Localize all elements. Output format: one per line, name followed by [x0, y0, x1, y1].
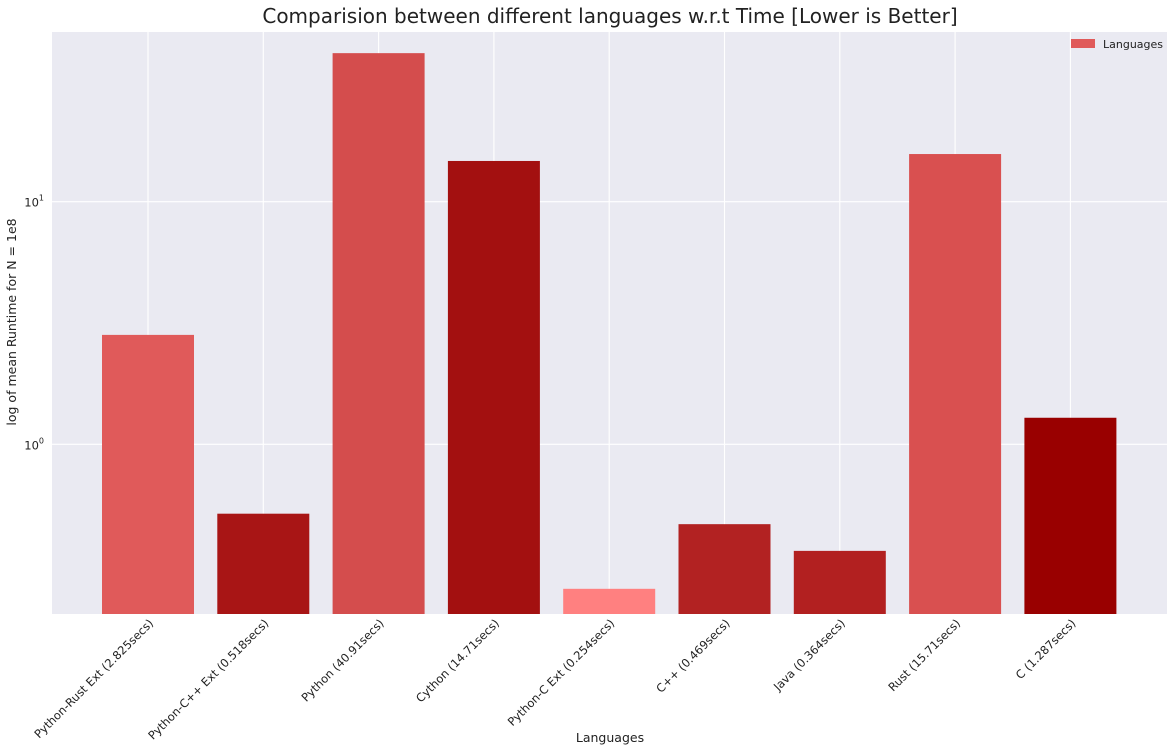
legend: Languages [1071, 38, 1163, 51]
bar [678, 524, 771, 614]
bar [102, 334, 194, 614]
chart-title: Comparision between different languages … [262, 4, 957, 28]
bar [909, 154, 1002, 615]
bar [563, 588, 656, 614]
bar [217, 513, 310, 614]
x-tick-label: C (1.287secs) [1013, 616, 1079, 682]
y-tick-labels: 100 101 [24, 194, 44, 453]
x-tick-label: Python-Rust Ext (2.825secs) [31, 616, 156, 741]
x-tick-label: Python (40.91secs) [298, 616, 386, 704]
bar [332, 53, 425, 615]
bar [1024, 417, 1117, 614]
x-axis-label: Languages [576, 730, 644, 745]
x-tick-label: Java (0.364secs) [770, 616, 848, 694]
legend-swatch [1071, 39, 1095, 48]
x-tick-label: Python-C Ext (0.254secs) [505, 616, 618, 729]
x-tick-label: Python-C++ Ext (0.518secs) [145, 616, 271, 742]
x-tick-labels: Python-Rust Ext (2.825secs)Python-C++ Ex… [31, 616, 1078, 742]
x-tick-label: C++ (0.469secs) [653, 616, 732, 695]
bar [447, 160, 540, 614]
y-axis-label: log of mean Runtime for N = 1e8 [4, 218, 19, 425]
x-tick-label: Cython (14.71secs) [413, 616, 502, 705]
x-tick-label: Rust (15.71secs) [885, 616, 963, 694]
bar [793, 550, 886, 614]
bars [102, 53, 1117, 615]
y-tick-label: 100 [24, 436, 44, 452]
y-tick-label: 101 [24, 194, 44, 210]
legend-label: Languages [1103, 38, 1163, 51]
